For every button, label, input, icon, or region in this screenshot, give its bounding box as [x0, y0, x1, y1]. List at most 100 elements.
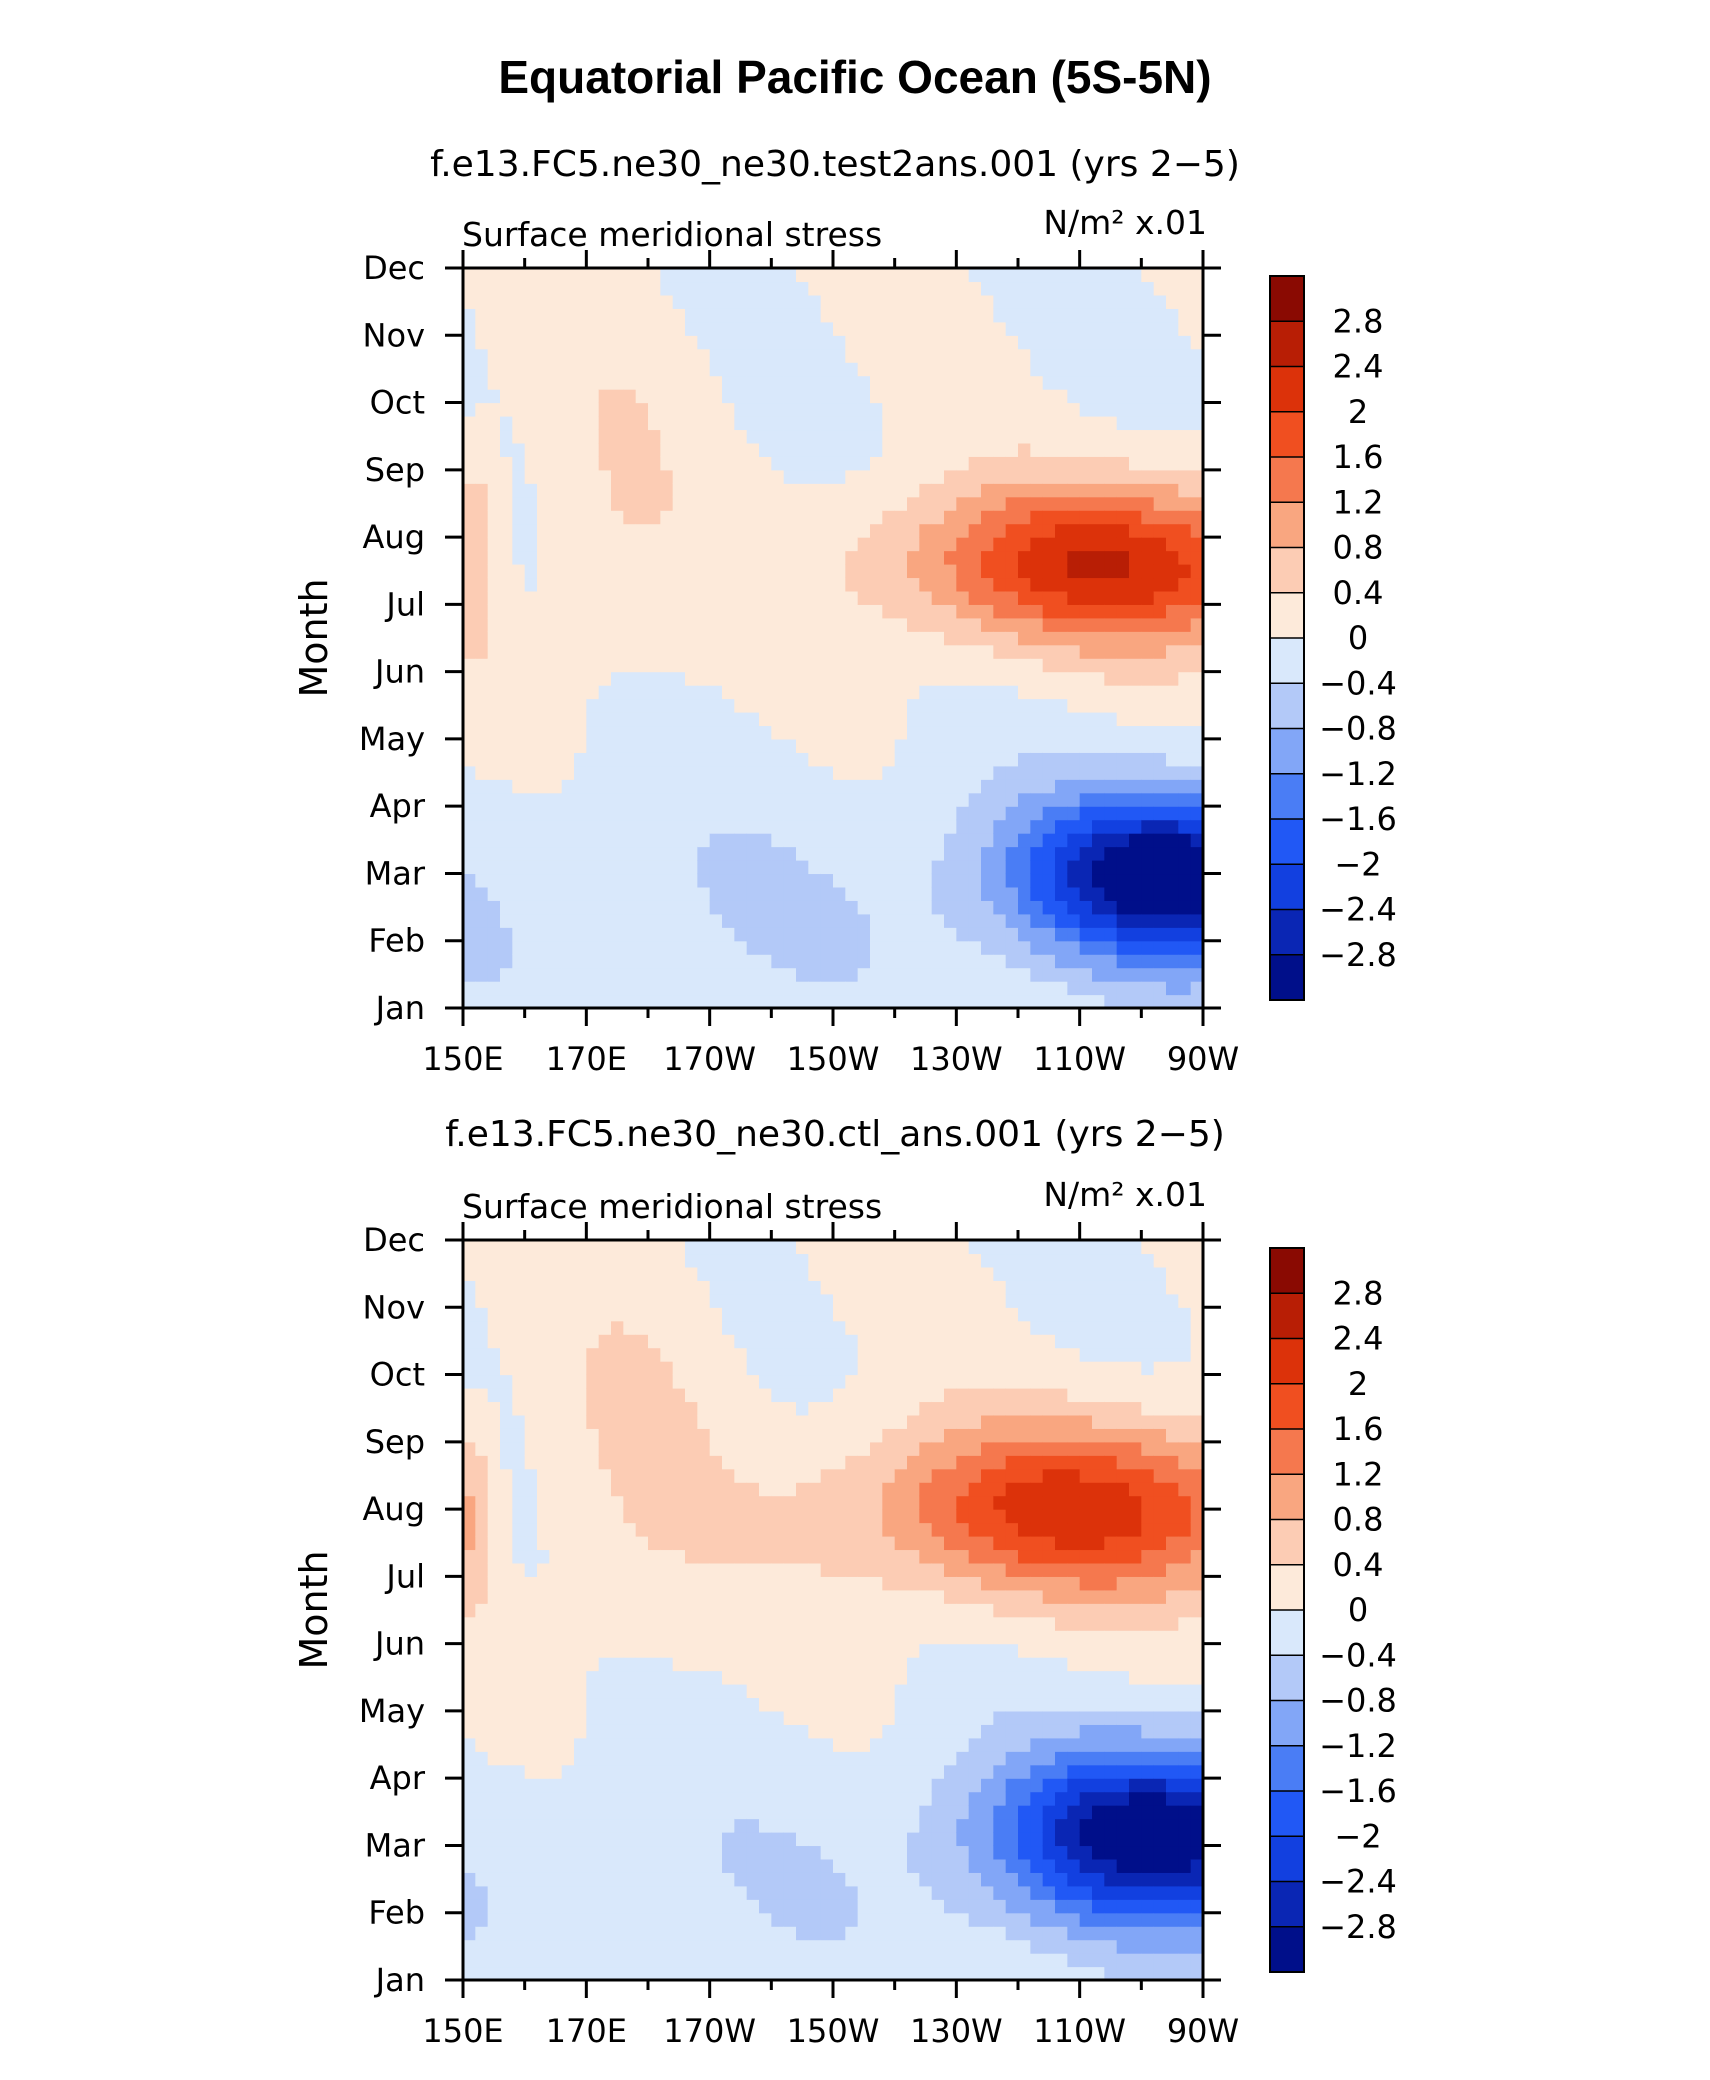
heatmap-cell: [722, 1791, 735, 1806]
heatmap-cell: [907, 590, 920, 605]
heatmap-cell: [648, 712, 661, 727]
heatmap-cell: [561, 1509, 575, 1524]
heatmap-cell: [586, 375, 600, 390]
colorbar-box: [1270, 321, 1304, 367]
heatmap-cell: [611, 1899, 624, 1914]
heatmap-cell: [537, 927, 550, 942]
heatmap-cell: [722, 1589, 735, 1604]
heatmap-cell: [882, 927, 896, 942]
heatmap-cell: [833, 590, 846, 605]
heatmap-cell: [931, 698, 945, 713]
heatmap-cell: [500, 1643, 513, 1658]
heatmap-cell: [635, 954, 649, 969]
heatmap-cell: [1079, 590, 1093, 605]
heatmap-cell: [648, 456, 661, 471]
heatmap-cell: [524, 1334, 538, 1349]
heatmap-cell: [537, 631, 550, 646]
heatmap-cell: [734, 644, 748, 659]
heatmap-cell: [783, 685, 797, 700]
heatmap-cell: [512, 1899, 526, 1914]
heatmap-cell: [500, 658, 513, 673]
heatmap-cell: [561, 617, 575, 632]
heatmap-cell: [487, 752, 501, 767]
heatmap-cell: [598, 698, 612, 713]
heatmap-cell: [1042, 564, 1056, 579]
heatmap-cell: [968, 913, 982, 928]
heatmap-cell: [697, 1805, 711, 1820]
heatmap-cell: [771, 685, 785, 700]
heatmap-cell: [709, 537, 723, 552]
heatmap-cell: [635, 523, 649, 538]
heatmap-cell: [537, 886, 550, 901]
heatmap-cell: [561, 1791, 575, 1806]
heatmap-cell: [1055, 900, 1068, 915]
heatmap-cell: [1153, 389, 1167, 404]
heatmap-cell: [944, 631, 957, 646]
heatmap-cell: [598, 483, 612, 498]
heatmap-cell: [783, 1724, 797, 1739]
heatmap-cell: [697, 1764, 711, 1779]
heatmap-cell: [500, 604, 513, 619]
heatmap-cell: [660, 1266, 674, 1281]
heatmap-cell: [857, 738, 871, 753]
heatmap-cell: [993, 362, 1007, 377]
heatmap-cell: [759, 658, 772, 673]
heatmap-cell: [722, 1697, 735, 1712]
colorbar-label: −2.8: [1319, 936, 1397, 974]
heatmap-cell: [919, 416, 933, 431]
heatmap-cell: [524, 1589, 538, 1604]
colorbar-box: [1270, 954, 1304, 1001]
heatmap-cell: [956, 537, 970, 552]
heatmap-cell: [586, 469, 600, 484]
heatmap-cell: [931, 590, 945, 605]
heatmap-cell: [574, 1818, 587, 1833]
heatmap-cell: [944, 765, 957, 780]
heatmap-cell: [1055, 604, 1068, 619]
heatmap-cell: [783, 1616, 797, 1631]
heatmap-cell: [1092, 738, 1105, 753]
heatmap-cell: [1178, 308, 1192, 323]
heatmap-cell: [1042, 967, 1056, 982]
heatmap-cell: [870, 389, 883, 404]
heatmap-cell: [635, 510, 649, 525]
heatmap-cell: [882, 631, 896, 646]
heatmap-cell: [808, 1832, 822, 1847]
heatmap-cell: [574, 1509, 587, 1524]
heatmap-cell: [796, 765, 809, 780]
heatmap-cell: [611, 389, 624, 404]
heatmap-cell: [1092, 335, 1105, 350]
heatmap-cell: [623, 456, 637, 471]
heatmap-cell: [734, 1576, 748, 1591]
heatmap-cell: [1166, 631, 1179, 646]
heatmap-cell: [475, 1737, 489, 1752]
heatmap-cell: [981, 362, 994, 377]
heatmap-cell: [1042, 362, 1056, 377]
heatmap-cell: [771, 483, 785, 498]
heatmap-cell: [1104, 335, 1118, 350]
heatmap-cell: [672, 685, 686, 700]
heatmap-cell: [746, 1468, 760, 1483]
heatmap-cell: [697, 698, 711, 713]
heatmap-cell: [1005, 712, 1019, 727]
heatmap-cell: [894, 537, 908, 552]
heatmap-cell: [993, 658, 1007, 673]
heatmap-cell: [968, 967, 982, 982]
heatmap-cell: [598, 806, 612, 821]
heatmap-cell: [968, 725, 982, 740]
heatmap-cell: [1079, 765, 1093, 780]
heatmap-cell: [660, 1320, 674, 1335]
heatmap-cell: [956, 321, 970, 336]
heatmap-cell: [672, 819, 686, 834]
heatmap-cell: [574, 1414, 587, 1429]
heatmap-cell: [746, 1858, 760, 1873]
heatmap-cell: [660, 1737, 674, 1752]
heatmap-cell: [1166, 268, 1179, 283]
heatmap-cell: [882, 846, 896, 861]
heatmap-cell: [635, 1657, 649, 1672]
heatmap-cell: [734, 321, 748, 336]
heatmap-cell: [487, 1522, 501, 1537]
heatmap-cell: [1042, 281, 1056, 296]
heatmap-cell: [685, 1388, 698, 1403]
heatmap-cell: [722, 1818, 735, 1833]
heatmap-cell: [1042, 819, 1056, 834]
